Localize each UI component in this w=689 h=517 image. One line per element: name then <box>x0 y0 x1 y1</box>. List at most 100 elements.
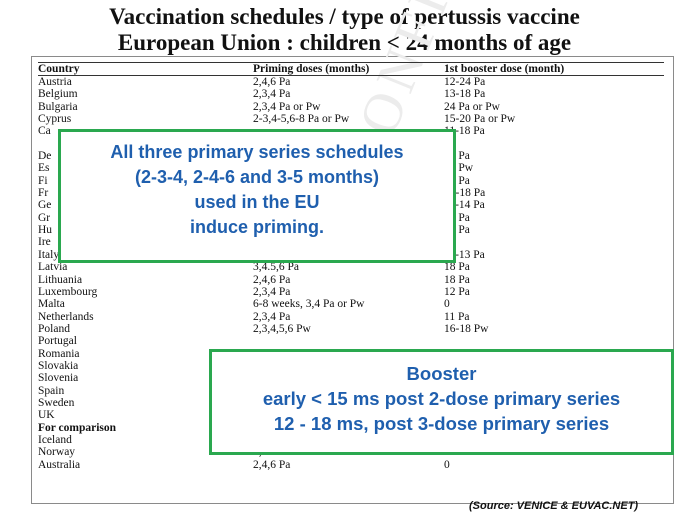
table-row: Belgium 2,3,4 Pa 13-18 Pa <box>38 88 664 100</box>
cell-booster: 0 <box>444 236 664 248</box>
table-row: UK <box>38 409 664 421</box>
cell-country: De <box>38 150 52 163</box>
table-row: Luxembourg 2,3,4 Pa 12 Pa <box>38 286 664 298</box>
cell-country: Ge <box>38 199 52 212</box>
cell-country: Hu <box>38 224 53 237</box>
cell-priming: 2,4,6 Pa <box>253 273 291 286</box>
cell-booster: 12 Pa <box>444 174 470 187</box>
cell-country: Romania <box>38 347 80 360</box>
callout-booster-line: Booster <box>406 363 477 384</box>
cell-country: Ca <box>38 125 51 138</box>
table-row: Cyprus 2-3,4-5,6-8 Pa or Pw 15-20 Pa or Pw <box>38 113 664 125</box>
callout-priming-line: All three primary series schedules <box>110 142 404 162</box>
cell-country: Portugal <box>38 335 77 348</box>
cell-booster: 12-24 Pa <box>444 76 486 88</box>
cell-country: Italy <box>38 248 60 261</box>
cell-country: Latvia <box>38 261 68 274</box>
table-row: Slovenia <box>38 372 664 384</box>
cell-country: Gr <box>38 211 51 224</box>
cell-country: Austria <box>38 76 72 88</box>
cell-booster: 11-14 Pa <box>444 199 485 212</box>
cell-booster: 0 <box>444 458 450 471</box>
cell-booster: 11-13 Pa <box>444 248 485 261</box>
cell-priming: 3,4.5,6 Pa <box>253 261 299 274</box>
cell-booster: 13-18 Pa <box>444 88 486 101</box>
cell-booster: 24 Pw <box>444 162 474 175</box>
table-row: Australia 2,4,6 Pa 0 <box>38 459 664 471</box>
cell-booster: 12 Pa <box>444 285 470 298</box>
table-row: Slovakia <box>38 360 664 372</box>
cell-priming: 2,3,4,5,6 Pw <box>253 322 311 335</box>
cell-country: Iceland <box>38 433 72 446</box>
slide-title-line-1: Vaccination schedules / type of pertussi… <box>109 4 580 29</box>
cell-booster: 18 Pa <box>444 224 470 237</box>
cell-priming: 2,4,6 Pa <box>253 76 291 88</box>
source-note: (Source: VENICE & EUVAC.NET) <box>469 500 639 512</box>
cell-booster: 16-18 Pw <box>444 322 489 335</box>
cell-priming: 2,3,4 Pa <box>253 285 291 298</box>
callout-priming-line: (2-3-4, 2-4-6 and 3-5 months) <box>134 167 380 187</box>
cell-priming: 2,3,4 Pa or Pw <box>253 100 321 113</box>
cell-country: Norway <box>38 446 76 459</box>
header-booster: 1st booster dose (month) <box>444 62 664 76</box>
table-row: Lithuania 2,4,6 Pa 18 Pa <box>38 274 664 286</box>
callout-booster-line: early < 15 ms post 2-dose primary series <box>262 388 621 409</box>
cell-booster: 16-18 Pa <box>444 187 486 200</box>
cell-priming: 2,3,4 Pa <box>253 310 291 323</box>
cell-booster: 18 Pa <box>444 273 470 286</box>
table-row: Portugal <box>38 335 664 347</box>
table-row: Sweden <box>38 397 664 409</box>
callout-booster: Booster early < 15 ms post 2-dose primar… <box>209 349 674 455</box>
cell-country: Slovakia <box>38 359 79 372</box>
cell-priming: 6-8 weeks, 3,4 Pa or Pw <box>253 298 365 311</box>
cell-country: Es <box>38 162 50 175</box>
cell-booster: 0 <box>444 298 450 311</box>
table-row: Latvia 3,4.5,6 Pa 18 Pa <box>38 261 664 273</box>
cell-booster: 24 Pa or Pw <box>444 100 500 113</box>
cell-priming: 2-3,4-5,6-8 Pa or Pw <box>253 113 350 126</box>
cell-booster: 12 Pa <box>444 150 470 163</box>
header-priming: Priming doses (months) <box>253 62 444 76</box>
cell-country: Spain <box>38 384 65 397</box>
table-row: Austria 2,4,6 Pa 12-24 Pa <box>38 76 664 89</box>
cell-country: Australia <box>38 458 81 471</box>
table-header-row: Country Priming doses (months) 1st boost… <box>38 62 664 76</box>
slide-title-line-2: European Union : children < 24 months of… <box>117 30 572 55</box>
table-section-row: For comparison <box>38 422 664 434</box>
cell-priming: 2,3,4 Pa <box>253 88 291 101</box>
cell-country: Slovenia <box>38 372 79 385</box>
callout-priming-line: used in the EU <box>194 192 320 212</box>
cell-country: Poland <box>38 322 70 335</box>
cell-priming <box>253 335 444 347</box>
cell-country: Sweden <box>38 396 75 409</box>
callout-booster-line: 12 - 18 ms, post 3-dose primary series <box>273 413 610 434</box>
header-country: Country <box>38 62 253 76</box>
cell-country: Lithuania <box>38 273 83 286</box>
cell-booster: 11-18 Pa <box>444 125 485 138</box>
cell-country: Ire <box>38 236 51 249</box>
table-row: Netherlands 2,3,4 Pa 11 Pa <box>38 311 664 323</box>
cell-country: Fi <box>38 174 48 187</box>
cell-booster <box>444 138 664 150</box>
cell-country: Cyprus <box>38 113 72 126</box>
table-row: Malta 6-8 weeks, 3,4 Pa or Pw 0 <box>38 298 664 310</box>
cell-booster <box>444 335 664 347</box>
table-row: Spain <box>38 385 664 397</box>
cell-country: Malta <box>38 298 65 311</box>
cell-booster: 11 Pa <box>444 310 470 323</box>
table-row: Bulgaria 2,3,4 Pa or Pw 24 Pa or Pw <box>38 101 664 113</box>
cell-country: Belgium <box>38 88 78 101</box>
comparison-label: For comparison <box>38 421 117 434</box>
callout-priming: All three primary series schedules (2-3-… <box>58 129 456 263</box>
cell-booster: 18 Pa <box>444 261 470 274</box>
cell-country: UK <box>38 409 55 422</box>
slide-title: Vaccination schedules / type of pertussi… <box>0 4 689 56</box>
table-row: Romania <box>38 348 664 360</box>
cell-country: Fr <box>38 187 49 200</box>
cell-priming: 2,4,6 Pa <box>253 458 291 471</box>
cell-booster: 18 Pa <box>444 211 470 224</box>
cell-country: Netherlands <box>38 310 94 323</box>
callout-priming-line: induce priming. <box>189 217 324 237</box>
cell-booster: 15-20 Pa or Pw <box>444 113 516 126</box>
